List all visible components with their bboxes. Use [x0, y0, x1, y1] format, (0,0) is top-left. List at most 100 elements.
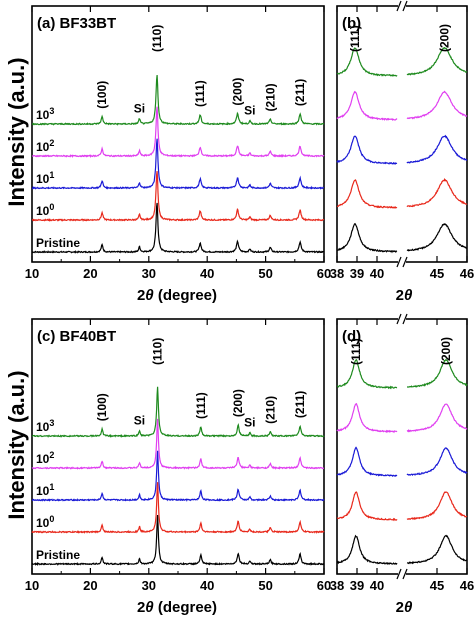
axis-break-mark [402, 568, 408, 580]
x-tick-label: 40 [200, 578, 214, 593]
series-label-sup: 0 [49, 514, 54, 524]
si-annotation: Si [134, 101, 145, 115]
series-label-base: 10 [36, 140, 50, 154]
series-label: 103 [36, 418, 54, 434]
hkl-annotation: (100) [95, 393, 109, 421]
x-tick-label: 60 [317, 578, 331, 593]
trace-0 [31, 202, 325, 254]
panel-label: (a) BF33BT [37, 15, 116, 32]
series-label-base: 10 [36, 484, 50, 498]
trace-4 [31, 74, 325, 126]
panel-label: (c) BF40BT [37, 328, 116, 345]
hkl-annotation: (111) [194, 392, 208, 419]
hkl-annotation: (100) [95, 81, 109, 109]
axis-break-gap [398, 258, 406, 266]
series-label-base: Pristine [36, 548, 80, 562]
x-tick-label: 38 [330, 578, 344, 593]
panel-frame [31, 5, 325, 263]
x-tick-label: 50 [258, 266, 272, 281]
y-axis-label-top: Intensity (a.u.) [4, 57, 29, 206]
x-tick-label: 20 [83, 578, 97, 593]
x-tick-label: 46 [460, 578, 474, 593]
x-tick-label: 46 [460, 266, 474, 281]
x-tick-label: 39 [350, 266, 364, 281]
axis-break-mark [402, 313, 408, 325]
trace-2 [336, 134, 468, 165]
x-tick-label: 20 [83, 266, 97, 281]
axis-break-mark [396, 568, 402, 580]
trace-0 [31, 514, 325, 567]
panel-label: (d) [342, 328, 361, 345]
axis-break-mark [396, 256, 402, 268]
series-label: 100 [36, 514, 54, 530]
series-label-base: 10 [36, 516, 50, 530]
trace-2 [31, 450, 325, 502]
x-axis-label-a-theta: θ [145, 287, 154, 304]
x-tick-label: 30 [142, 266, 156, 281]
x-axis-label-b: 2θ [396, 287, 413, 304]
axis-break-mark [396, 313, 402, 325]
series-label-sup: 1 [49, 170, 54, 180]
trace-1 [31, 482, 325, 534]
x-axis-label-c-suffix: (degree) [154, 599, 217, 616]
trace-0 [336, 534, 468, 566]
trace-0 [336, 222, 468, 254]
trace-2 [336, 446, 468, 478]
hkl-annotation: (111) [193, 80, 207, 107]
x-tick-label: 50 [258, 578, 272, 593]
axis-break-mark [402, 0, 408, 12]
panel-frame [31, 318, 325, 575]
x-axis-label-d-prefix: 2 [396, 599, 404, 616]
series-label: Pristine [36, 236, 80, 250]
series-label: 102 [36, 450, 54, 466]
series-label-sup: 3 [49, 106, 54, 116]
x-axis-label-c-prefix: 2 [137, 599, 145, 616]
x-axis-label-a-prefix: 2 [137, 287, 145, 304]
hkl-annotation: (200) [231, 78, 245, 106]
panel-1: (b) 38 39 40 45 46 (111) (200) [330, 0, 474, 281]
x-tick-label: 38 [330, 266, 344, 281]
trace-3 [336, 402, 468, 434]
x-tick-label: 40 [370, 578, 384, 593]
hkl-annotation: (111) [349, 338, 363, 365]
x-axis-label-a: 2θ (degree) [137, 287, 217, 304]
x-tick-label: 40 [200, 266, 214, 281]
trace-1 [31, 171, 325, 222]
x-tick-label: 30 [142, 578, 156, 593]
hkl-annotation: (200) [439, 337, 453, 365]
si-annotation: Si [244, 104, 255, 118]
hkl-annotation: (210) [263, 396, 277, 424]
series-label-sup: 3 [49, 418, 54, 428]
x-axis-label-c: 2θ (degree) [137, 599, 217, 616]
axis-break-mark [396, 0, 402, 12]
series-label-base: 10 [36, 204, 50, 218]
axis-break-mark [402, 256, 408, 268]
x-axis-label-d: 2θ [396, 599, 413, 616]
series-label-sup: 2 [49, 138, 54, 148]
trace-4 [31, 386, 325, 439]
x-axis-label-a-suffix: (degree) [154, 287, 217, 304]
trace-1 [337, 177, 468, 209]
series-label-sup: 1 [49, 482, 54, 492]
trace-2 [31, 138, 324, 190]
x-tick-label: 39 [350, 578, 364, 593]
x-tick-label: 45 [430, 578, 444, 593]
trace-1 [336, 491, 468, 522]
hkl-annotation: (111) [348, 25, 362, 52]
axis-break-gap [398, 315, 406, 323]
series-label-base: 10 [36, 420, 50, 434]
x-axis-label-b-theta: θ [404, 287, 413, 304]
series-label-sup: 0 [49, 202, 54, 212]
hkl-annotation: (110) [151, 338, 165, 365]
trace-3 [336, 90, 468, 122]
x-tick-label: 10 [25, 266, 39, 281]
series-label-base: Pristine [36, 236, 80, 250]
series-label: Pristine [36, 548, 80, 562]
series-label: 102 [36, 138, 54, 154]
series-label: 101 [36, 170, 54, 186]
x-tick-label: 40 [370, 266, 384, 281]
hkl-annotation: (211) [293, 79, 307, 106]
series-label-sup: 2 [49, 450, 54, 460]
